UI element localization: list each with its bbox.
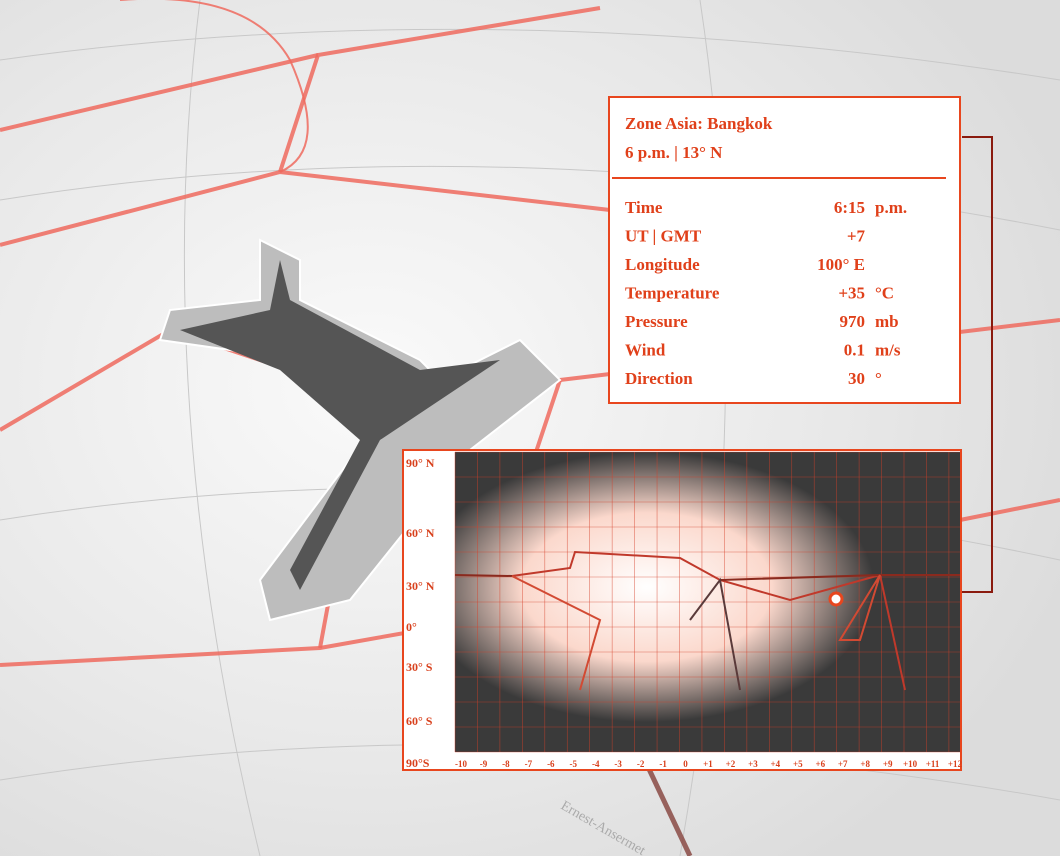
timezone-label: -8	[502, 759, 510, 769]
row-label: Temperature	[625, 284, 720, 303]
latitude-label: 30° S	[406, 660, 433, 674]
panel-subtitle: 6 p.m. | 13° N	[625, 143, 723, 162]
panel-title: Zone Asia: Bangkok	[625, 114, 773, 133]
row-unit: °	[875, 369, 882, 388]
latitude-label: 30° N	[406, 579, 435, 593]
latitude-label: 0°	[406, 620, 417, 634]
timezone-label: -6	[547, 759, 555, 769]
timezone-label: +4	[771, 759, 781, 769]
row-unit: mb	[875, 312, 899, 331]
timezone-label: -3	[614, 759, 622, 769]
info-panel: Zone Asia: Bangkok 6 p.m. | 13° N Time 6:…	[608, 96, 961, 404]
latitude-label: 60° N	[406, 526, 435, 540]
location-marker	[828, 591, 844, 607]
row-value: 0.1	[844, 341, 865, 360]
row-value: 100° E	[817, 255, 865, 274]
timezone-label: +5	[793, 759, 803, 769]
timezone-label: +2	[726, 759, 736, 769]
timezone-label: 0	[683, 759, 688, 769]
panel-box	[608, 96, 961, 404]
row-value: 970	[840, 312, 866, 331]
timezone-label: +11	[926, 759, 940, 769]
row-value: 6:15	[834, 198, 865, 217]
timezone-label: -9	[480, 759, 488, 769]
row-label: Direction	[625, 369, 693, 388]
latitude-label: 60° S	[406, 714, 433, 728]
map-routes	[454, 550, 960, 691]
row-unit: °C	[875, 284, 894, 303]
row-label: UT | GMT	[625, 227, 702, 246]
timezone-label: +1	[703, 759, 713, 769]
timezone-label: +7	[838, 759, 848, 769]
timezone-label: -4	[592, 759, 600, 769]
timezone-label: -5	[570, 759, 578, 769]
timezone-label: -10	[455, 759, 467, 769]
row-label: Longitude	[625, 255, 700, 274]
timezone-label: +8	[860, 759, 870, 769]
latitude-label: 90°S	[406, 756, 430, 770]
latitude-label: 90° N	[406, 456, 435, 470]
row-label: Pressure	[625, 312, 688, 331]
row-label: Wind	[625, 341, 666, 360]
timezone-label: +12	[948, 759, 963, 769]
row-value: 30	[848, 369, 865, 388]
row-value: +7	[847, 227, 866, 246]
connector	[962, 136, 993, 593]
row-label: Time	[625, 198, 663, 217]
row-unit: m/s	[875, 341, 901, 360]
timezone-label: -7	[525, 759, 533, 769]
map-inset: 90° N60° N30° N0°30° S60° S90°S -10 -9 -8 -7…	[402, 449, 963, 771]
timezone-label: +10	[903, 759, 918, 769]
row-value: +35	[838, 284, 865, 303]
timezone-label: +3	[748, 759, 758, 769]
timezone-label: +9	[883, 759, 893, 769]
row-unit: p.m.	[875, 198, 907, 217]
timezone-label: -1	[659, 759, 667, 769]
timezone-label: +6	[815, 759, 825, 769]
building	[158, 238, 562, 622]
timezone-label: -2	[637, 759, 645, 769]
